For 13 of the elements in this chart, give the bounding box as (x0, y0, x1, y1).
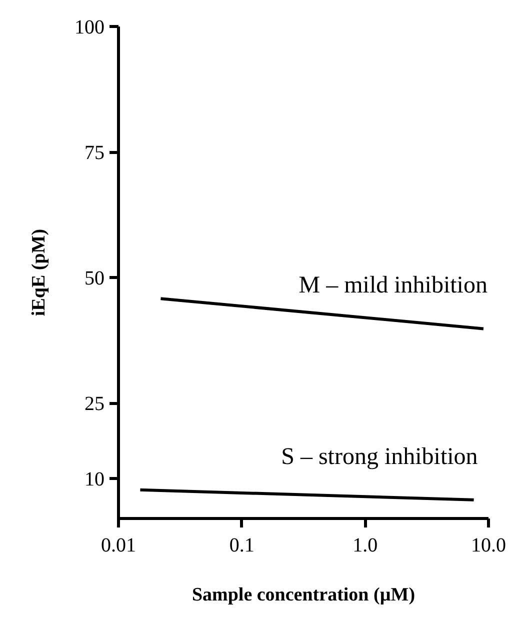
series-label: S – strong inhibition (281, 444, 478, 470)
x-tick-label: 0.1 (229, 534, 254, 556)
x-tick-label: 10.0 (471, 534, 506, 556)
y-tick-label: 50 (84, 268, 104, 290)
y-tick-label: 10 (84, 468, 104, 490)
x-tick-label: 1.0 (352, 534, 378, 556)
y-tick-label: 100 (74, 16, 104, 38)
series-label: M – mild inhibition (298, 272, 488, 299)
y-axis-title: iEqE (pM) (28, 228, 50, 316)
x-axis-title: Sample concentration (µM) (192, 584, 416, 606)
x-tick-label: 0.01 (101, 534, 136, 556)
y-tick-label: 75 (84, 142, 104, 164)
y-tick-label: 25 (84, 393, 104, 416)
